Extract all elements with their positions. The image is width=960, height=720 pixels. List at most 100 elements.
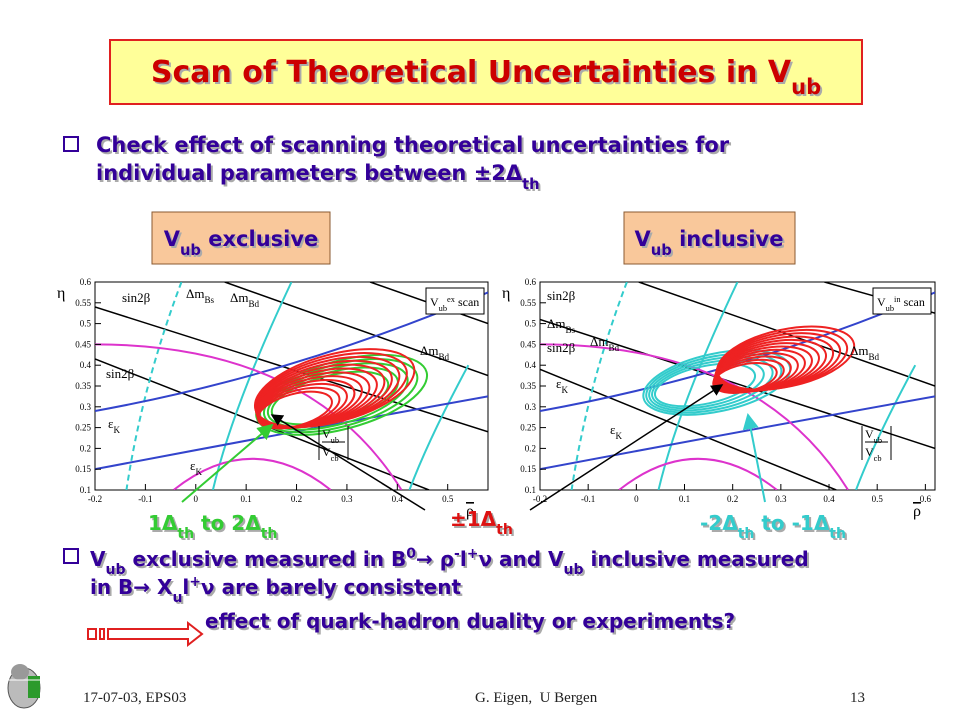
plot-label-part: Bd: [608, 343, 619, 353]
constraint-curve: [657, 282, 739, 490]
scan-label-part: V: [430, 295, 439, 309]
plot: 0.1 0.15 0.2 0.25 0.3 0.35 0.4 0.45 0.5 0.55 0.6 -0…: [57, 277, 489, 520]
plot-label-part: ε: [190, 458, 196, 473]
slide-title-part: Scan of Theoretical Uncertainties in V: [151, 55, 792, 90]
annotation-part: -2Δ: [700, 511, 738, 535]
mascot: [7, 664, 41, 709]
x-tick-label: 0.5: [872, 494, 884, 504]
annotation-part: th: [829, 526, 846, 542]
panel-label-part: V: [635, 227, 652, 251]
plot-label-part: sin2β: [547, 288, 576, 303]
constraint-curve: [618, 457, 778, 490]
plot-label: εK: [610, 422, 622, 441]
plot-label-part: Δm: [420, 343, 438, 358]
plot-label-part: K: [195, 467, 202, 477]
bullet-text: individual parameters between ±2Δth: [96, 161, 540, 193]
plot-label: sin2β: [106, 366, 135, 381]
plot-label-part: Bd: [438, 352, 449, 362]
y-tick-label: 0.2: [525, 443, 536, 453]
bullet-text-part: +: [189, 574, 201, 590]
x-tick-label: 0.4: [823, 494, 835, 504]
scan-label: Vubex scan: [430, 295, 479, 313]
y-axis-label: η: [57, 285, 65, 302]
y-tick-label: 0.4: [80, 360, 92, 370]
bullet-text: in B→ Xul+ν are barely consistent: [90, 574, 461, 606]
annotation-part: th: [496, 522, 513, 538]
bullet-text-part: exclusive measured in B: [125, 547, 406, 571]
plot-label: sin2β: [122, 290, 151, 305]
fraction-den-part: cb: [331, 454, 339, 463]
pointer-arrow: [270, 414, 426, 511]
x-tick-label: 0.1: [241, 494, 252, 504]
y-tick-label: 0.5: [80, 319, 92, 329]
label-box: [151, 211, 331, 265]
y-tick-label: 0.35: [520, 381, 536, 391]
bullet-text: Vub exclusive measured in B0→ ρ-l+ν and …: [90, 546, 809, 578]
arrow-icon: [87, 620, 204, 648]
bullet-icon: [63, 548, 79, 564]
annotation-part: to -1Δ: [754, 511, 829, 535]
plot-label-part: Δm: [186, 286, 204, 301]
plot-label: ΔmBd: [420, 343, 450, 362]
x-tick-label: -0.2: [88, 494, 102, 504]
scan-ellipse: [648, 356, 774, 412]
plot-label-part: sin2β: [106, 366, 135, 381]
footer-center: G. Eigen, U Bergen: [475, 690, 598, 706]
x-tick-label: -0.1: [138, 494, 152, 504]
fraction-den-part: V: [865, 445, 874, 459]
bullet-text-part: ν and V: [478, 547, 564, 571]
constraint-line: [224, 282, 488, 377]
constraint-curve: [172, 457, 332, 490]
plot-label-part: ε: [610, 422, 616, 437]
scan-ellipse: [716, 325, 856, 391]
y-tick-label: 0.6: [525, 277, 537, 287]
y-tick-label: 0.55: [75, 298, 91, 308]
bullet-text-part: ub: [564, 562, 584, 578]
pointer-arrow: [181, 423, 274, 503]
plot-label-part: K: [615, 431, 622, 441]
pointer-arrow: [742, 413, 766, 503]
fraction-den: Vcb: [322, 445, 339, 463]
plot-label: εK: [190, 458, 202, 477]
bullet-text-part: Check effect of scanning theoretical unc…: [96, 133, 730, 157]
bullet-text-part: -: [454, 546, 460, 562]
bullet-text-part: l: [460, 547, 467, 571]
plot-label-part: sin2β: [122, 290, 151, 305]
scan-label-part: in: [894, 295, 901, 304]
panel-label-part: ub: [180, 242, 201, 259]
annotation: 1Δth to 2Δth: [148, 511, 277, 542]
bullet-text-part: V: [90, 547, 106, 571]
bullet-text-part: in B→ X: [90, 575, 173, 599]
constraint-curve: [855, 364, 917, 490]
panel-label: Vub exclusive: [164, 227, 319, 259]
y-tick-label: 0.6: [80, 277, 92, 287]
plot-label-part: Bs: [565, 325, 575, 335]
plot-label-part: Bs: [204, 295, 214, 305]
x-tick-label: 0.2: [727, 494, 738, 504]
scan-box: [872, 287, 932, 315]
fraction-num-part: V: [865, 427, 874, 441]
plot-label-part: sin2β: [547, 340, 576, 355]
bullet-text-part: individual parameters between ±2Δ: [96, 161, 523, 185]
annotation: -2Δth to -1Δth: [700, 511, 846, 542]
scan-label-part: ub: [439, 304, 447, 313]
plot-label: ΔmBd: [850, 343, 880, 362]
fraction-den: Vcb: [865, 445, 882, 463]
plot-label-part: Δm: [850, 343, 868, 358]
y-axis-label: η: [502, 285, 510, 302]
scan-ellipse: [645, 352, 783, 414]
y-tick-label: 0.25: [75, 423, 91, 433]
annotation-part: th: [177, 526, 194, 542]
y-tick-label: 0.1: [80, 485, 91, 495]
plot-label: sin2β: [547, 340, 576, 355]
constraint-curve: [408, 364, 470, 490]
fraction-num-part: V: [322, 427, 331, 441]
plot: 0.1 0.15 0.2 0.25 0.3 0.35 0.4 0.45 0.5 0.55 0.6 -0…: [502, 277, 936, 520]
constraint-curve: [540, 395, 935, 471]
fraction-den-part: V: [322, 445, 331, 459]
plot-label-part: K: [113, 425, 120, 435]
y-tick-label: 0.45: [520, 339, 536, 349]
bullet-text-part: 0: [406, 546, 416, 562]
slide-title: Scan of Theoretical Uncertainties in Vub: [151, 55, 821, 99]
bullet-text: effect of quark-hadron duality or experi…: [205, 609, 735, 633]
